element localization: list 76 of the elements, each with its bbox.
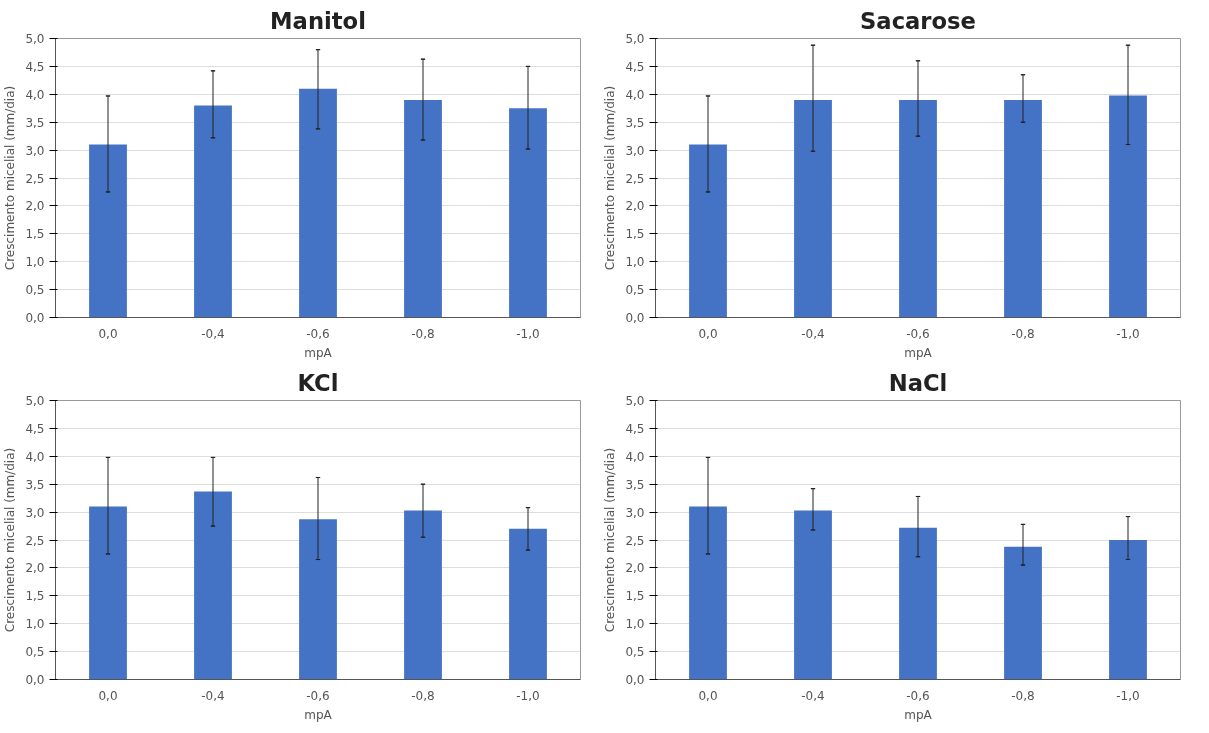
y-tick-label: 2,0 xyxy=(25,199,45,214)
y-tick-label: 4,0 xyxy=(625,87,645,102)
y-tick-label: 2,5 xyxy=(25,533,45,548)
y-tick-label: 2,5 xyxy=(625,533,645,548)
y-tick-label: 0,5 xyxy=(25,283,45,298)
x-tick-label: 0,0 xyxy=(98,326,118,341)
x-tick-label: -1,0 xyxy=(1116,688,1140,703)
y-tick-label: 1,5 xyxy=(625,227,645,242)
x-tick-label: -0,6 xyxy=(306,326,330,341)
x-tick-label: -0,8 xyxy=(1011,326,1035,341)
y-tick-label: 1,0 xyxy=(625,255,645,270)
x-tick-label: -0,6 xyxy=(906,326,930,341)
y-tick-label: 0,5 xyxy=(25,645,45,660)
y-tick-label: 4,5 xyxy=(25,59,45,74)
y-tick-label: 5,0 xyxy=(25,394,45,408)
x-axis-title: mpA xyxy=(304,345,333,360)
x-axis-title: mpA xyxy=(304,707,333,722)
y-tick-label: 5,0 xyxy=(625,32,645,46)
y-tick-label: 3,5 xyxy=(25,115,45,130)
y-tick-label: 2,0 xyxy=(25,561,45,576)
y-tick-label: 0,5 xyxy=(625,645,645,660)
y-tick-label: 3,5 xyxy=(625,477,645,492)
y-tick-label: 3,0 xyxy=(25,505,45,520)
x-tick-label: 0,0 xyxy=(98,688,118,703)
x-tick-label: -0,4 xyxy=(801,688,825,703)
y-tick-label: 2,0 xyxy=(625,561,645,576)
chart-title: NaCl xyxy=(888,369,948,396)
x-tick-label: -0,6 xyxy=(306,688,330,703)
y-tick-label: 0,0 xyxy=(25,311,45,325)
y-tick-label: 3,0 xyxy=(625,143,645,158)
x-tick-label: -0,4 xyxy=(201,326,225,341)
x-tick-label: -0,8 xyxy=(411,688,435,703)
x-tick-label: -0,4 xyxy=(201,688,225,703)
y-tick-label: 1,5 xyxy=(25,227,45,242)
y-tick-label: 4,0 xyxy=(25,449,45,464)
y-tick-label: 4,5 xyxy=(625,59,645,74)
y-tick-label: 1,5 xyxy=(625,589,645,604)
x-tick-label: -1,0 xyxy=(516,688,540,703)
y-tick-label: 1,0 xyxy=(625,617,645,632)
x-tick-label: -0,6 xyxy=(906,688,930,703)
y-tick-label: 2,0 xyxy=(625,199,645,214)
y-tick-label: 3,0 xyxy=(625,505,645,520)
x-axis-title: mpA xyxy=(904,345,933,360)
y-tick-label: 2,5 xyxy=(625,171,645,186)
y-axis-title: Crescimento micelial (mm/dia) xyxy=(3,447,18,633)
chart-title: Manitol xyxy=(270,7,366,34)
y-tick-label: 5,0 xyxy=(25,32,45,46)
x-tick-label: -1,0 xyxy=(516,326,540,341)
x-tick-label: 0,0 xyxy=(698,688,718,703)
y-tick-label: 2,5 xyxy=(25,171,45,186)
x-tick-label: -1,0 xyxy=(1116,326,1140,341)
y-tick-label: 0,0 xyxy=(625,311,645,325)
y-tick-label: 3,5 xyxy=(25,477,45,492)
y-tick-label: 1,0 xyxy=(25,617,45,632)
y-tick-label: 5,0 xyxy=(625,394,645,408)
y-tick-label: 1,5 xyxy=(25,589,45,604)
x-tick-label: -0,8 xyxy=(411,326,435,341)
y-axis-title: Crescimento micelial (mm/dia) xyxy=(603,85,618,271)
x-tick-label: -0,4 xyxy=(801,326,825,341)
y-tick-label: 1,0 xyxy=(25,255,45,270)
y-tick-label: 4,0 xyxy=(25,87,45,102)
y-tick-label: 3,5 xyxy=(625,115,645,130)
y-tick-label: 3,0 xyxy=(25,143,45,158)
y-axis-title: Crescimento micelial (mm/dia) xyxy=(603,447,618,633)
x-tick-label: -0,8 xyxy=(1011,688,1035,703)
y-tick-label: 0,5 xyxy=(625,283,645,298)
y-tick-label: 4,0 xyxy=(625,449,645,464)
x-tick-label: 0,0 xyxy=(698,326,718,341)
y-tick-label: 0,0 xyxy=(25,673,45,687)
y-tick-label: 4,5 xyxy=(25,421,45,436)
y-tick-label: 0,0 xyxy=(625,673,645,687)
chart-title: KCl xyxy=(297,369,339,396)
chart-title: Sacarose xyxy=(860,7,976,34)
y-axis-title: Crescimento micelial (mm/dia) xyxy=(3,85,18,271)
y-tick-label: 4,5 xyxy=(625,421,645,436)
x-axis-title: mpA xyxy=(904,707,933,722)
